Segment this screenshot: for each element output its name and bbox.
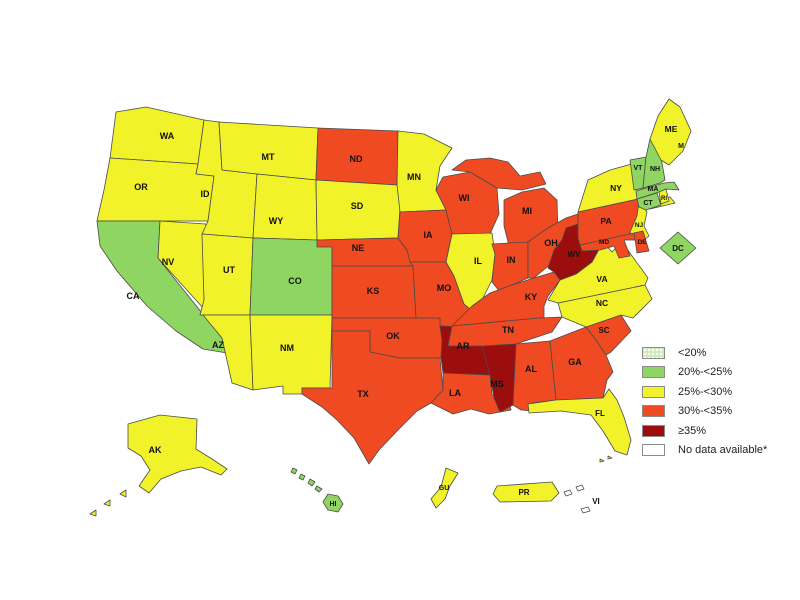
state-pr[interactable]: PR 25%-<30% (492, 481, 560, 503)
state-mt[interactable]: MT 25%-<30% (218, 121, 319, 181)
state-al[interactable]: AL 30%-<35% (512, 340, 557, 412)
legend-label-0: <20% (678, 346, 707, 359)
state-sd[interactable]: SD 25%-<30% (315, 179, 402, 241)
state-vi[interactable]: VI No data available* (563, 484, 591, 514)
legend-label-5: No data available* (678, 444, 768, 456)
state-co[interactable]: CO 20%-<25% (249, 237, 333, 316)
legend-label-2: 25%-<30% (678, 385, 733, 398)
state-de[interactable]: DE 30%-<35% (633, 230, 650, 254)
state-ct[interactable]: CT 20%-<25% (636, 192, 662, 211)
state-tx[interactable]: TX 30%-<35% (301, 330, 444, 465)
state-az[interactable]: AZ 25%-<30% (202, 314, 254, 391)
legend-label-4: ≥35% (678, 424, 707, 437)
state-fl[interactable]: FL 25%-<30% (527, 388, 632, 463)
state-wy[interactable]: WY 25%-<30% (252, 173, 318, 241)
legend-row-1: 20%-<25% (642, 366, 767, 379)
legend-label-3: 30%-<35% (678, 405, 733, 417)
legend-row-2: 25%-<30% (642, 385, 767, 398)
state-ks[interactable]: KS 30%-<35% (331, 265, 417, 319)
legend-swatch-0 (642, 346, 665, 359)
state-tn[interactable]: TN 30%-<35% (447, 316, 563, 347)
legend-row-5: No data available* (642, 444, 767, 457)
state-la[interactable]: LA 30%-<35% (430, 372, 512, 415)
legend-swatch-5 (642, 444, 665, 456)
legend-label-1: 20%-<25% (678, 366, 733, 378)
state-me[interactable]: ME 25%-<30% (649, 98, 692, 166)
legend-swatch-1 (642, 366, 665, 378)
state-wa[interactable]: WA 25%-<30% (109, 106, 205, 165)
legend-row-3: 30%-<35% (642, 405, 767, 418)
state-label-vi: VI (592, 497, 600, 506)
state-nc[interactable]: NC 25%-<30% (557, 284, 653, 328)
state-ut[interactable]: UT 25%-<30% (199, 233, 254, 316)
state-ak[interactable]: AK 25%-<30% (89, 414, 228, 517)
legend-row-0: <20% (642, 346, 767, 359)
state-dc[interactable]: DC 20%-<25% (659, 231, 697, 265)
state-or[interactable]: OR 25%-<30% (96, 157, 215, 222)
legend-swatch-2 (642, 385, 665, 398)
legend-swatch-3 (642, 405, 665, 417)
state-nd[interactable]: ND 30%-<35% (315, 127, 399, 186)
state-nm[interactable]: NM 25%-<30% (249, 314, 333, 395)
state-hi[interactable]: HI 20%-<25% (290, 467, 344, 513)
state-ri[interactable]: RI 25%-<30% (658, 188, 670, 205)
legend-row-4: ≥35% (642, 424, 767, 437)
legend: <20% 20%-<25% 25%-<30% 30%-<35% ≥35% No data … (642, 346, 767, 463)
state-gu[interactable]: GU 25%-<30% (430, 467, 459, 509)
legend-swatch-4 (642, 424, 665, 437)
